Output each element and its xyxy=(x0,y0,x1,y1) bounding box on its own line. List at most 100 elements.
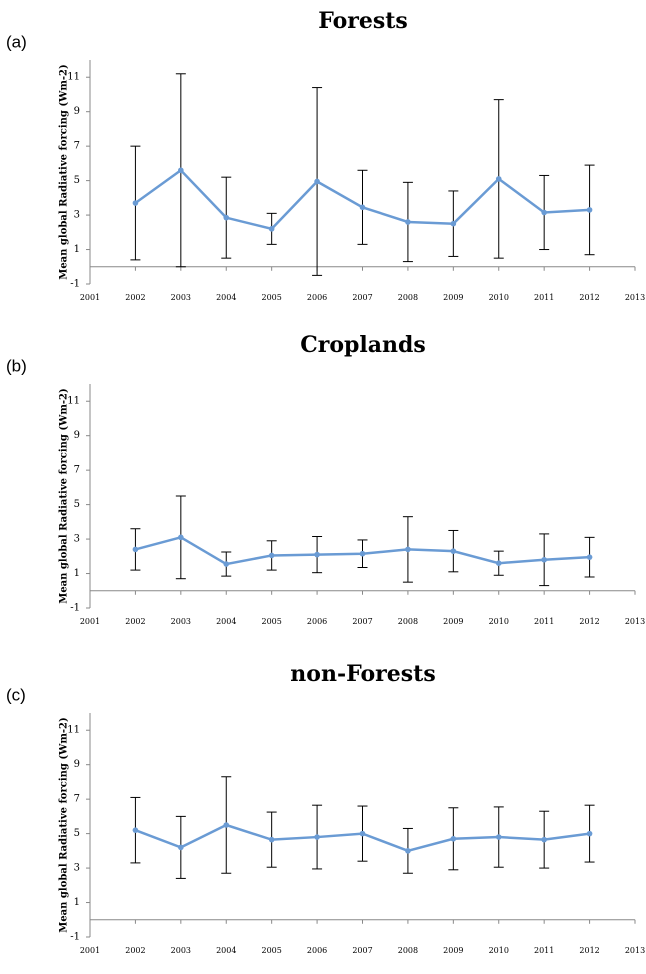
data-point xyxy=(223,214,230,221)
y-tick-label: 3 xyxy=(74,210,80,221)
x-tick-label: 2008 xyxy=(398,617,418,626)
data-point xyxy=(268,226,275,232)
y-tick-label: 1 xyxy=(74,897,80,908)
chart-title: non-Forests xyxy=(290,661,435,687)
x-tick-label: 2010 xyxy=(489,293,509,302)
chart-title: Forests xyxy=(318,8,408,34)
y-axis-label: Mean global Radiative forcing (Wm-2) xyxy=(59,388,70,604)
data-point xyxy=(405,848,411,854)
data-point xyxy=(359,550,366,557)
y-axis-label: Mean global Radiative forcing (Wm-2) xyxy=(59,64,70,280)
x-tick-label: 2013 xyxy=(625,617,645,626)
y-tick-label: -1 xyxy=(70,603,80,614)
x-tick-label: 2012 xyxy=(579,617,599,626)
x-tick-label: 2005 xyxy=(261,617,281,626)
x-tick-label: 2011 xyxy=(534,293,554,302)
x-tick-label: 2006 xyxy=(307,617,327,626)
y-tick-label: 5 xyxy=(74,499,80,510)
x-tick-label: 2013 xyxy=(625,293,645,302)
x-tick-label: 2002 xyxy=(125,617,145,626)
data-point xyxy=(178,167,184,174)
data-point xyxy=(223,822,230,828)
data-point xyxy=(132,546,139,553)
data-point xyxy=(359,830,366,837)
data-point xyxy=(450,220,457,227)
data-point xyxy=(495,176,502,182)
data-point xyxy=(268,552,275,559)
y-axis-label: Mean global Radiative forcing (Wm-2) xyxy=(59,717,70,933)
data-point xyxy=(586,207,593,213)
x-tick-label: 2004 xyxy=(216,617,236,626)
data-point xyxy=(450,548,457,554)
x-tick-label: 2003 xyxy=(171,946,191,955)
x-tick-label: 2003 xyxy=(171,617,191,626)
y-tick-label: 7 xyxy=(74,794,80,805)
data-point xyxy=(268,836,275,843)
x-tick-label: 2005 xyxy=(261,293,281,302)
x-tick-label: 2008 xyxy=(398,946,418,955)
x-tick-label: 2009 xyxy=(443,946,463,955)
data-point xyxy=(132,200,139,206)
data-point xyxy=(586,554,593,560)
y-tick-label: 7 xyxy=(74,141,80,152)
x-tick-label: 2002 xyxy=(125,293,145,302)
y-tick-label: 1 xyxy=(74,244,80,255)
data-point xyxy=(178,534,184,541)
x-tick-label: 2006 xyxy=(307,293,327,302)
x-tick-label: 2005 xyxy=(261,946,281,955)
data-point xyxy=(586,830,593,837)
data-point xyxy=(359,204,366,211)
data-point xyxy=(541,209,547,216)
y-tick-label: 11 xyxy=(67,72,80,83)
x-tick-label: 2009 xyxy=(443,617,463,626)
data-point xyxy=(223,561,230,567)
y-tick-label: -1 xyxy=(70,932,80,943)
y-tick-label: 5 xyxy=(74,175,80,186)
x-tick-label: 2003 xyxy=(171,293,191,302)
panel-label: (a) xyxy=(6,32,27,51)
data-point xyxy=(495,834,502,840)
x-tick-label: 2009 xyxy=(443,293,463,302)
panel-label: (b) xyxy=(6,356,27,375)
x-tick-label: 2002 xyxy=(125,946,145,955)
data-point xyxy=(450,835,457,842)
data-point xyxy=(314,834,320,840)
x-tick-label: 2007 xyxy=(352,293,372,302)
data-point xyxy=(314,178,320,185)
data-point xyxy=(541,556,547,563)
x-tick-label: 2007 xyxy=(352,946,372,955)
y-tick-label: -1 xyxy=(70,279,80,290)
x-tick-label: 2010 xyxy=(489,617,509,626)
y-tick-label: 5 xyxy=(74,828,80,839)
y-tick-label: 9 xyxy=(74,759,80,770)
x-tick-label: 2013 xyxy=(625,946,645,955)
panel-label: (c) xyxy=(6,685,26,704)
data-point xyxy=(314,551,320,558)
y-tick-label: 7 xyxy=(74,465,80,476)
x-tick-label: 2012 xyxy=(579,946,599,955)
x-tick-label: 2011 xyxy=(534,946,554,955)
y-tick-label: 11 xyxy=(67,396,80,407)
chart-title: Croplands xyxy=(300,332,426,358)
y-tick-label: 3 xyxy=(74,863,80,874)
data-point xyxy=(405,546,411,553)
y-tick-label: 9 xyxy=(74,430,80,441)
data-point xyxy=(178,844,184,851)
data-point xyxy=(405,219,411,225)
data-point xyxy=(132,827,139,833)
x-tick-label: 2001 xyxy=(80,293,100,302)
x-tick-label: 2010 xyxy=(489,946,509,955)
data-point xyxy=(495,560,502,566)
y-tick-label: 9 xyxy=(74,106,80,117)
y-tick-label: 11 xyxy=(67,725,80,736)
x-tick-label: 2011 xyxy=(534,617,554,626)
y-tick-label: 3 xyxy=(74,534,80,545)
x-tick-label: 2001 xyxy=(80,617,100,626)
data-point xyxy=(541,836,547,843)
x-tick-label: 2004 xyxy=(216,293,236,302)
y-tick-label: 1 xyxy=(74,568,80,579)
x-tick-label: 2001 xyxy=(80,946,100,955)
x-tick-label: 2012 xyxy=(579,293,599,302)
